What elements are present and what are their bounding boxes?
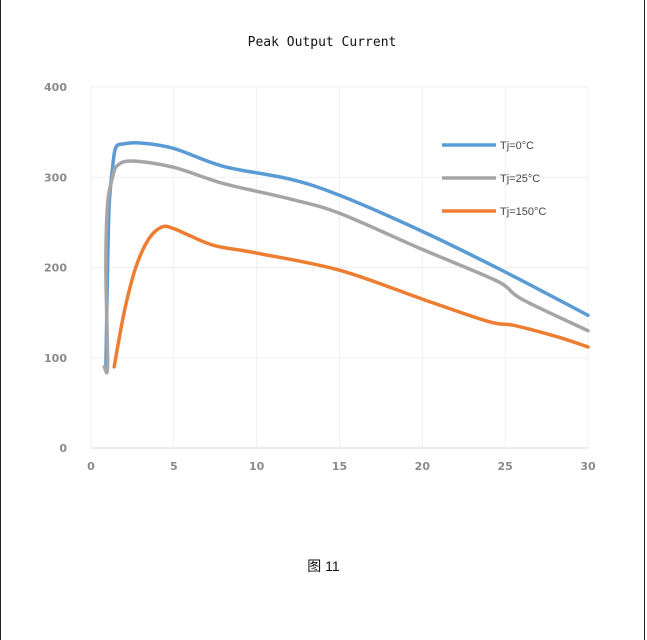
x-tick-label: 20 [415,460,431,473]
legend-label-tj-25-c: Tj=25°C [500,173,540,185]
series-line-tj-150-c [112,224,590,369]
x-tick-label: 30 [580,460,596,473]
x-tick-label: 5 [170,460,178,473]
figure-caption: 图 11 [307,558,340,574]
legend: Tj=0°C Tj=25°C Tj=150°C [442,140,546,218]
y-tick-label: 100 [44,352,67,365]
legend-label-tj-0-c: Tj=0°C [500,140,534,152]
x-tick-label: 10 [249,460,265,473]
chart-title: Peak Output Current [248,35,397,50]
x-tick-label: 15 [332,460,347,473]
y-tick-label: 200 [44,262,67,275]
y-tick-label: 300 [44,171,67,184]
y-tick-label: 400 [44,81,67,94]
series-line-tj-25-c [102,159,590,375]
series-layer [102,140,590,375]
x-tick-label: 0 [87,460,95,473]
grid-layer [90,86,589,449]
axis-layer: 0 100 200 300 400 0 5 10 15 20 25 30 [44,81,596,473]
chart: Peak Output Current 0 100 200 300 400 0 5 10 15 2… [44,35,596,473]
x-tick-label: 25 [498,460,513,473]
legend-label-tj-150-c: Tj=150°C [500,206,546,218]
y-tick-label: 0 [59,442,67,455]
